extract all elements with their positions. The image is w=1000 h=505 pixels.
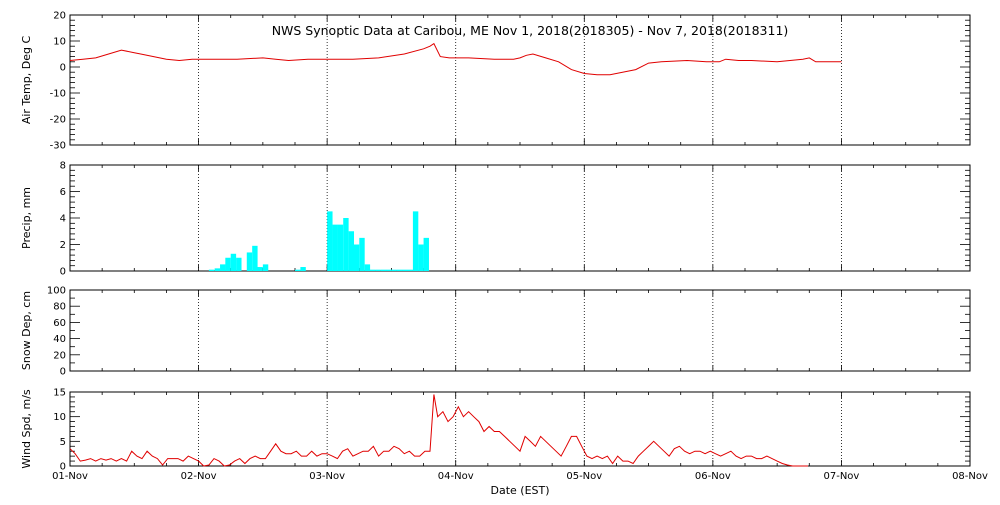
wind-speed-ytick-label-2: 10 <box>53 412 66 423</box>
snow-depth-frame <box>69 289 971 372</box>
wind-speed-ytick-label-0: 0 <box>60 462 66 473</box>
precip-y-axis-label: Precip, mm <box>20 187 33 249</box>
precip-bar-30 <box>423 237 429 271</box>
precip-bar-8 <box>257 267 263 271</box>
precip-bar-18 <box>359 237 365 271</box>
precip-frame <box>69 164 971 272</box>
precip-bar-4 <box>230 253 237 271</box>
precip-bar-26 <box>402 269 408 271</box>
x-tick-label-0: 01-Nov <box>52 471 88 482</box>
precip-bar-0 <box>208 269 215 271</box>
precip-bar-17 <box>353 244 360 271</box>
x-tick-label-1: 02-Nov <box>181 471 217 482</box>
precip-bar-27 <box>407 269 413 271</box>
precip-ytick-label-1: 2 <box>60 240 66 251</box>
precip-bar-29 <box>418 244 424 271</box>
precip-bar-13 <box>332 224 338 271</box>
precip-ytick-label-3: 6 <box>60 187 66 198</box>
air-temp-ytick-label-3: 0 <box>60 63 66 74</box>
snow-depth-ytick-label-2: 40 <box>53 334 66 345</box>
x-tick-label-4: 05-Nov <box>566 471 602 482</box>
precip-bar-6 <box>246 252 253 271</box>
air-temp-ytick-label-0: -30 <box>50 141 66 152</box>
precip-bar-1 <box>214 268 221 271</box>
air-temp-ytick-label-5: 20 <box>53 11 66 22</box>
precip-bar-14 <box>337 224 344 271</box>
x-tick-label-3: 04-Nov <box>438 471 474 482</box>
wind-speed-frame <box>69 391 971 467</box>
air-temp-ytick-label-1: -20 <box>50 115 66 126</box>
wind-speed-ytick-label-3: 15 <box>53 388 66 399</box>
precip-bar-19 <box>364 264 371 271</box>
chart-title: NWS Synoptic Data at Caribou, ME Nov 1, … <box>272 23 789 38</box>
air-temp-series-line-0 <box>69 42 842 76</box>
precip-bar-28 <box>412 211 419 271</box>
precip-ytick-label-0: 0 <box>60 267 66 278</box>
precip-bar-20 <box>369 269 376 271</box>
wind-speed-y-axis-label: Wind Spd, m/s <box>20 389 33 469</box>
precip-bar-7 <box>252 245 258 271</box>
precip-bar-15 <box>343 218 349 271</box>
precip-ytick-label-2: 4 <box>60 214 66 225</box>
snow-depth-ytick-label-0: 0 <box>60 367 66 378</box>
x-tick-label-7: 08-Nov <box>952 471 988 482</box>
x-tick-label-2: 03-Nov <box>309 471 345 482</box>
x-tick-label-5: 06-Nov <box>695 471 731 482</box>
snow-depth-y-axis-label: Snow Dep, cm <box>20 291 33 370</box>
snow-depth-ytick-label-4: 80 <box>53 302 66 313</box>
snow-depth-ytick-label-5: 100 <box>47 286 66 297</box>
precip-bar-11 <box>300 267 306 271</box>
precip-bar-16 <box>348 231 355 271</box>
precip-bar-3 <box>225 257 231 271</box>
air-temp-y-axis-label: Air Temp, Deg C <box>20 36 33 125</box>
x-axis-label: Date (EST) <box>490 484 549 497</box>
precip-bar-25 <box>396 269 403 271</box>
precip-bar-23 <box>386 269 392 271</box>
precip-bar-21 <box>375 269 381 271</box>
precip-bar-12 <box>327 211 333 271</box>
air-temp-ytick-label-2: -10 <box>50 89 66 100</box>
wind-speed-series-line-0 <box>69 394 808 467</box>
precip-bar-24 <box>391 269 397 271</box>
wind-speed-ytick-label-1: 5 <box>60 437 66 448</box>
precip-bar-22 <box>380 269 387 271</box>
snow-depth-ytick-label-3: 60 <box>53 318 66 329</box>
precip-bar-2 <box>220 264 226 271</box>
precip-ytick-label-4: 8 <box>60 161 66 172</box>
x-tick-label-6: 07-Nov <box>823 471 859 482</box>
snow-depth-ytick-label-1: 20 <box>53 350 66 361</box>
precip-bar-10 <box>295 269 301 271</box>
precip-bar-9 <box>262 264 269 271</box>
air-temp-ytick-label-4: 10 <box>53 37 66 48</box>
precip-bar-5 <box>236 257 242 271</box>
